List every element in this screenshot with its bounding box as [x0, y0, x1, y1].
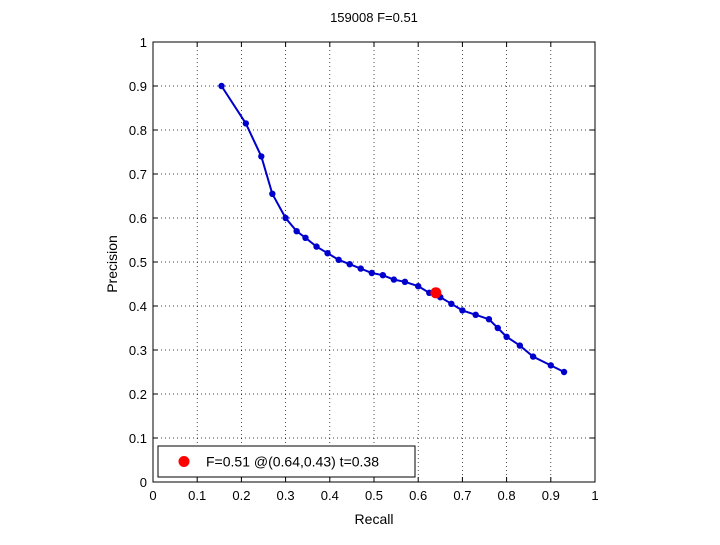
data-point [258, 153, 265, 160]
x-tick-label: 0.4 [321, 488, 339, 503]
data-point [494, 324, 501, 332]
data-point [218, 82, 225, 90]
data-point [390, 276, 398, 283]
data-point [401, 278, 409, 285]
legend-box [157, 445, 416, 478]
data-point [302, 234, 309, 241]
data-point [357, 265, 364, 272]
data-point [379, 272, 387, 279]
data-point [415, 283, 422, 290]
ticks: 0 0.1 0.2 0.3 0.4 0.5 0.6 0.7 0.8 0.9 1 0 0.1 0.2 0.3 0… [129, 35, 599, 503]
data-point [485, 316, 493, 323]
y-tick-label: 0.5 [129, 255, 147, 270]
data-point [269, 190, 276, 197]
x-tick-label: 0.2 [232, 488, 250, 503]
data-point [293, 228, 300, 235]
data-point [282, 214, 289, 222]
legend-label: F=0.51 @(0.64,0.43) t=0.38 [206, 454, 379, 470]
x-axis-label: Recall [355, 511, 394, 527]
x-tick-label: 0.9 [542, 488, 560, 503]
y-tick-label: 0.3 [129, 343, 147, 358]
data-point [459, 307, 466, 314]
data-point [448, 300, 455, 307]
y-tick-label: 0.8 [129, 123, 147, 138]
legend: F=0.51 @(0.64,0.43) t=0.38 [157, 445, 416, 478]
data-point [346, 261, 353, 268]
y-tick-label: 0.2 [129, 387, 147, 402]
data-point [335, 256, 342, 263]
x-tick-label: 0.8 [498, 488, 516, 503]
x-tick-label: 1 [591, 488, 598, 503]
y-tick-label: 0.4 [129, 299, 147, 314]
data-point [503, 333, 510, 340]
chart-title: 159008 F=0.51 [330, 10, 418, 25]
x-tick-label: 0 [149, 488, 156, 503]
data-point [547, 362, 554, 369]
y-tick-label: 0 [140, 475, 147, 490]
data-point [324, 250, 331, 257]
data-point [529, 353, 537, 360]
data-point [472, 311, 479, 318]
data-point [242, 120, 250, 127]
y-tick-label: 1 [140, 35, 147, 50]
data-point [560, 368, 568, 376]
x-tick-label: 0.6 [409, 488, 427, 503]
data-point [368, 269, 375, 277]
y-axis-label: Precision [104, 235, 120, 293]
y-tick-label: 0.1 [129, 431, 147, 446]
y-tick-label: 0.7 [129, 167, 147, 182]
x-tick-label: 0.3 [277, 488, 295, 503]
legend-marker [178, 456, 190, 467]
data-point [313, 243, 320, 250]
data-point [516, 342, 524, 349]
highlight [430, 287, 442, 299]
x-tick-label: 0.1 [188, 488, 206, 503]
x-tick-label: 0.7 [453, 488, 471, 503]
best-f-point [430, 287, 442, 299]
x-tick-label: 0.5 [365, 488, 383, 503]
y-tick-label: 0.6 [129, 211, 147, 226]
y-tick-label: 0.9 [129, 79, 147, 94]
grid [153, 42, 595, 482]
